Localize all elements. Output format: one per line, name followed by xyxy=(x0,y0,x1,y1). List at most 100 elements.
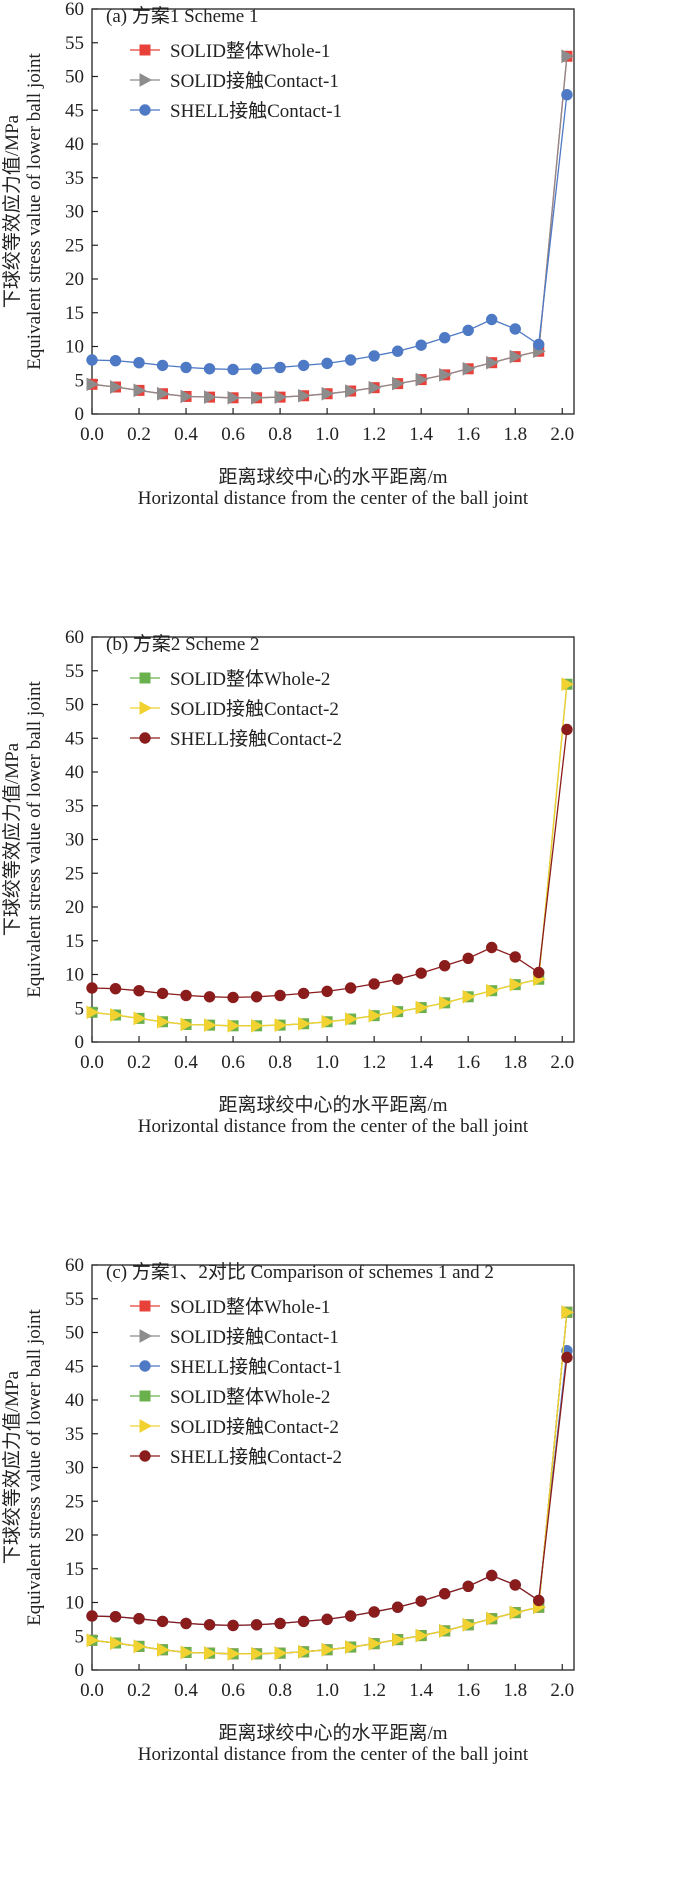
data-point xyxy=(157,386,170,401)
y-tick-label: 55 xyxy=(65,661,84,682)
series-3 xyxy=(86,723,573,1004)
chart-panel-c: 0 5 10 15 20 25 30 35 40 45 50 55 60 0.0 0.2 0.4 0.6 0.8 1… xyxy=(0,1256,700,1884)
x-tick-label: 1.2 xyxy=(362,1680,386,1701)
y-tick-label: 0 xyxy=(75,1032,85,1053)
y-axis-title-en: Equivalent stress value of lower ball jo… xyxy=(24,52,45,369)
data-point xyxy=(180,1617,192,1630)
data-point xyxy=(462,361,476,376)
data-point xyxy=(344,354,357,366)
x-tick-label: 1.0 xyxy=(315,1052,339,1073)
y-tick-label: 55 xyxy=(65,33,84,54)
x-tick-label: 1.8 xyxy=(503,1680,527,1701)
data-point xyxy=(391,1601,404,1613)
y-tick-label: 50 xyxy=(65,67,84,88)
data-point xyxy=(415,967,427,979)
legend-marker xyxy=(139,1360,151,1372)
data-point xyxy=(297,1615,310,1628)
data-point xyxy=(156,1615,169,1628)
x-axis-title-cn: 距离球绞中心的水平距离/m xyxy=(218,1094,447,1116)
data-point xyxy=(561,723,573,736)
x-tick-label: 2.0 xyxy=(550,424,574,445)
y-tick-label: 60 xyxy=(65,1256,84,1276)
chart-title: (a) 方案1 Scheme 1 xyxy=(106,5,258,27)
x-tick-label: 0.0 xyxy=(80,1052,104,1073)
legend-entry: SHELL接触Contact-1 xyxy=(170,100,342,122)
data-point xyxy=(86,1610,98,1622)
data-point xyxy=(109,354,122,367)
data-point xyxy=(227,1018,241,1033)
plot-frame xyxy=(91,8,575,415)
data-point xyxy=(180,989,192,1002)
y-tick-label: 10 xyxy=(65,1593,84,1614)
data-point xyxy=(133,1639,147,1654)
data-point xyxy=(509,1579,521,1591)
data-point xyxy=(321,357,333,370)
x-tick-label: 0.8 xyxy=(268,1680,292,1701)
x-tick-label: 1.2 xyxy=(362,1052,386,1073)
data-point xyxy=(509,951,521,963)
data-point xyxy=(486,983,499,998)
x-axis-title-en: Horizontal distance from the center of t… xyxy=(138,488,529,509)
y-tick-label: 45 xyxy=(65,1356,84,1377)
data-point xyxy=(297,359,310,372)
x-tick-label: 1.4 xyxy=(409,1680,433,1701)
data-point xyxy=(392,1632,405,1647)
data-point xyxy=(368,1636,382,1651)
y-tick-label: 0 xyxy=(75,1660,85,1681)
data-point xyxy=(344,1610,357,1622)
data-point xyxy=(561,1305,574,1320)
data-point xyxy=(415,1628,429,1643)
x-tick-label: 0.0 xyxy=(80,424,104,445)
y-tick-label: 0 xyxy=(75,404,85,425)
data-point xyxy=(250,991,263,1003)
y-axis-title-cn: 下球绞等效应力值/MPa xyxy=(1,742,23,936)
data-point xyxy=(368,978,380,990)
data-point xyxy=(274,390,288,404)
x-tick-label: 2.0 xyxy=(550,1052,574,1073)
y-axis-title-en: Equivalent stress value of lower ball jo… xyxy=(24,680,45,997)
legend-entry: SHELL接触Contact-1 xyxy=(170,1356,342,1378)
x-tick-label: 1.6 xyxy=(456,424,480,445)
x-tick-label: 0.2 xyxy=(127,1052,151,1073)
data-point xyxy=(133,383,147,398)
data-point xyxy=(509,349,523,364)
data-point xyxy=(227,363,239,376)
chart-c-svg: 0 5 10 15 20 25 30 35 40 45 50 55 60 0.0 0.2 0.4 0.6 0.8 1… xyxy=(1,1256,575,1765)
data-point xyxy=(251,1018,264,1033)
x-tick-label: 1.8 xyxy=(503,1052,527,1073)
y-tick-label: 15 xyxy=(65,931,84,952)
y-tick-label: 35 xyxy=(65,168,84,189)
data-point xyxy=(204,1018,217,1032)
data-point xyxy=(462,1580,474,1592)
x-tick-label: 0.6 xyxy=(221,1052,245,1073)
x-tick-label: 1.8 xyxy=(503,424,527,445)
data-point xyxy=(86,354,98,366)
data-point xyxy=(439,996,452,1010)
data-point xyxy=(133,985,145,997)
legend-marker xyxy=(139,732,151,744)
data-point xyxy=(321,1613,333,1626)
data-point xyxy=(391,345,404,357)
data-point xyxy=(110,1636,123,1650)
legend-marker xyxy=(139,44,151,56)
data-point xyxy=(227,991,239,1004)
legend-entry: SOLID整体Whole-1 xyxy=(170,40,330,62)
x-tick-label: 1.0 xyxy=(315,1680,339,1701)
data-point xyxy=(203,991,216,1003)
data-point xyxy=(227,390,241,405)
data-point xyxy=(533,966,545,979)
data-point xyxy=(462,989,476,1004)
legend-entry: SOLID接触Contact-1 xyxy=(170,70,339,92)
y-tick-label: 30 xyxy=(65,202,84,223)
data-point xyxy=(486,355,499,370)
y-tick-label: 60 xyxy=(65,0,84,20)
data-point xyxy=(203,363,216,375)
y-tick-label: 5 xyxy=(75,370,85,391)
data-point xyxy=(415,372,429,387)
x-tick-label: 0.8 xyxy=(268,1052,292,1073)
data-point xyxy=(486,1569,498,1582)
data-point xyxy=(251,390,264,405)
legend-marker xyxy=(139,1329,153,1343)
data-point xyxy=(391,973,404,985)
x-tick-label: 0.6 xyxy=(221,1680,245,1701)
